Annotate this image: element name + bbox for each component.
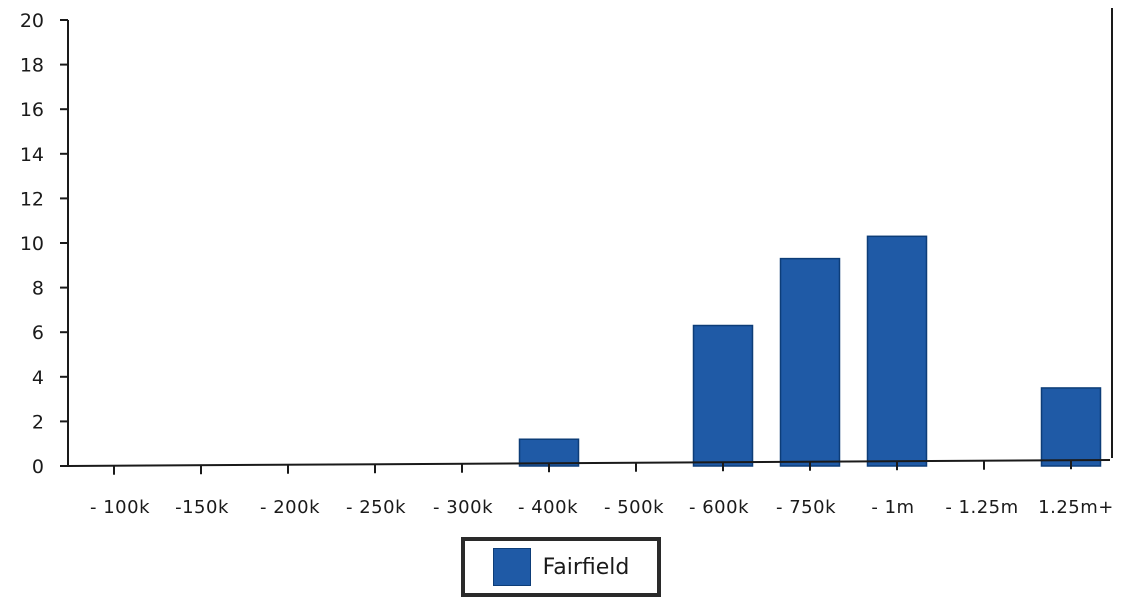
y-tick-label: 0 (32, 456, 44, 478)
x-tick-label: - 500k (604, 497, 664, 518)
y-tick-label: 14 (20, 144, 44, 166)
y-axis-ticks: 0 2 4 6 8 10 12 14 16 18 20 (20, 10, 68, 478)
x-tick-label: - 250k (346, 497, 406, 518)
legend: Fairfield (461, 537, 661, 597)
y-tick-label: 18 (20, 55, 44, 77)
y-tick-label: 2 (32, 411, 44, 433)
x-axis-line (67, 459, 1111, 467)
y-tick-label: 4 (32, 367, 44, 389)
legend-swatch (492, 548, 531, 586)
x-tick-label: - 300k (433, 497, 493, 518)
bar-1.25m+ (1040, 387, 1102, 467)
x-tick-label: - 1m (871, 497, 914, 518)
x-tick-label: - 200k (260, 497, 320, 518)
x-tick-label: - 1.25m (945, 497, 1018, 518)
x-tick-label: - 750k (776, 497, 836, 518)
y-tick-label: 8 (32, 278, 44, 300)
y-tick-label: 16 (20, 99, 44, 121)
bar-400k (518, 438, 580, 467)
legend-label: Fairfield (542, 554, 630, 580)
y-tick-label: 20 (20, 10, 44, 32)
x-axis-ticks: - 100k -150k - 200k - 250k - 300k - 400k - 500… (90, 460, 1114, 518)
y-tick-label: 6 (32, 322, 44, 344)
bar-chart: 0 2 4 6 8 10 12 14 16 18 20 - 100k -150k - 200k - 250… (20, 8, 1114, 518)
bar-750k (779, 257, 841, 467)
axes (67, 8, 1113, 467)
y-tick-label: 12 (20, 188, 44, 210)
bar-600k (692, 324, 754, 467)
x-tick-label: 1.25m+ (1038, 497, 1114, 518)
x-tick-label: - 400k (518, 497, 578, 518)
x-tick-label: - 600k (689, 497, 749, 518)
x-tick-label: - 100k (90, 497, 150, 518)
x-tick-label: -150k (175, 497, 229, 518)
y-tick-label: 10 (20, 233, 44, 255)
bar-1m (866, 235, 928, 467)
bars (518, 235, 1102, 467)
